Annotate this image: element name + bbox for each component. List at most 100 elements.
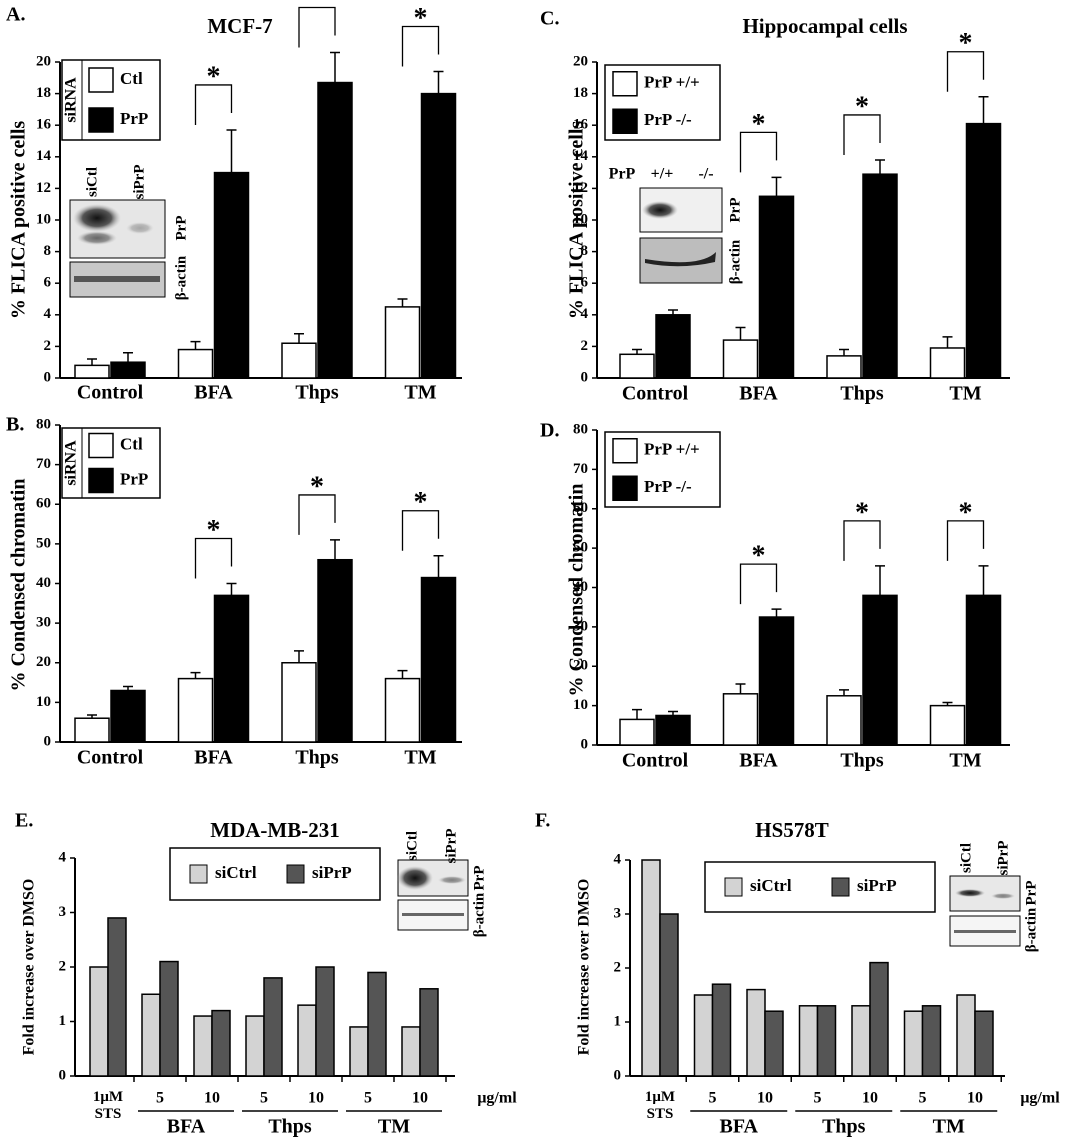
significance-mark: * — [752, 541, 766, 572]
bar — [420, 576, 457, 743]
bar — [177, 348, 214, 379]
y-tick-label: 2 — [581, 338, 589, 354]
error-bar — [771, 176, 782, 197]
bar — [74, 717, 110, 743]
y-axis-label: Fold increase over DMSO — [576, 879, 593, 1056]
inset-lane-label: siCtl — [958, 843, 974, 873]
legend-title: siRNA — [63, 77, 80, 123]
bar — [110, 689, 146, 743]
blot-e — [397, 859, 469, 931]
y-tick-label: 80 — [573, 421, 588, 437]
inset-band-label: β-actin — [471, 892, 487, 937]
blot-f — [949, 875, 1021, 947]
bar — [641, 859, 661, 1077]
inset-band-label: β-actin — [1023, 907, 1039, 952]
y-tick-label: 20 — [36, 654, 51, 670]
legend-swatch — [612, 438, 638, 464]
x-tick-label: 10 — [412, 1090, 428, 1107]
x-tick-label: 10 — [757, 1090, 773, 1107]
x-tick-label: BFA — [194, 382, 233, 404]
bar — [419, 988, 439, 1077]
y-axis-label: Fold increase over DMSO — [21, 879, 38, 1056]
significance-mark: * — [959, 28, 973, 59]
blot-a — [69, 199, 166, 298]
y-tick-label: 3 — [614, 905, 622, 921]
error-bar — [668, 309, 678, 315]
bar — [297, 1004, 317, 1077]
error-bar — [978, 565, 989, 596]
y-tick-label: 20 — [36, 53, 51, 69]
legend-label: siPrP — [312, 863, 352, 882]
y-tick-label: 70 — [573, 461, 588, 477]
bar — [317, 558, 353, 743]
error-bar — [190, 671, 201, 679]
x-tick-label: BFA — [739, 750, 778, 772]
x-tick-label: 5 — [919, 1090, 927, 1107]
error-bar — [632, 708, 642, 720]
x-tick-label: Control — [622, 750, 689, 772]
inset-header: PrP — [609, 166, 636, 183]
inset-lane-label: siCtl — [84, 167, 100, 197]
error-bar — [294, 333, 304, 344]
x-tick-label-box: 1μM STS — [645, 1089, 675, 1122]
bar — [89, 966, 109, 1077]
inset-lane-label: -/- — [698, 166, 713, 183]
bracket — [194, 84, 233, 125]
y-axis-label: % FLICA positive cells — [566, 121, 588, 320]
error-bar — [330, 51, 340, 83]
bar — [758, 616, 795, 746]
x-tick-label: 1μM STS — [92, 1089, 124, 1122]
x-tick-label: BFA — [194, 747, 233, 769]
chart-title: Hippocampal cells — [742, 14, 907, 38]
legend-label: PrP +/+ — [644, 73, 700, 92]
x-tick-label: 5 — [260, 1090, 268, 1107]
inset-band-label: PrP — [173, 216, 189, 241]
y-tick-label: 8 — [581, 243, 589, 259]
significance-mark: * — [414, 3, 428, 34]
error-bar — [123, 685, 133, 691]
y-tick-label: 40 — [36, 575, 51, 591]
bar — [758, 195, 795, 379]
panel-label: C. — [540, 8, 559, 30]
inset-lane-label: siPrP — [443, 829, 459, 864]
significance-mark: * — [310, 0, 324, 15]
panel-label: E. — [15, 810, 33, 832]
y-tick-label: 70 — [36, 456, 51, 472]
bar — [929, 704, 966, 746]
bar — [921, 1005, 942, 1077]
chart-title: MDA-MB-231 — [210, 818, 339, 842]
error-bar — [123, 351, 133, 363]
x-tick-label: 5 — [156, 1090, 164, 1107]
group-label: BFA — [719, 1116, 758, 1138]
legend-swatch — [831, 877, 850, 897]
bar — [317, 81, 353, 379]
bar — [110, 361, 146, 379]
x-tick-label: BFA — [739, 383, 778, 405]
bar — [315, 966, 335, 1077]
x-tick-label: Control — [77, 382, 144, 404]
bar — [211, 1009, 231, 1077]
y-tick-label: 4 — [581, 306, 589, 322]
panel-label: F. — [535, 810, 550, 832]
bar — [816, 1005, 837, 1077]
y-tick-label: 0 — [581, 369, 589, 385]
blot-c — [639, 187, 723, 284]
legend-swatch — [612, 71, 638, 97]
y-tick-label: 4 — [44, 306, 52, 322]
error-bar — [735, 683, 746, 694]
legend-swatch — [612, 108, 638, 134]
x-tick-label: Control — [622, 383, 689, 405]
bar — [263, 977, 283, 1077]
x-tick-label: Thps — [295, 382, 339, 404]
error-bar — [942, 336, 953, 348]
bracket — [843, 114, 881, 155]
inset-band-label: PrP — [471, 866, 487, 891]
x-tick-label: Control — [77, 747, 144, 769]
error-bar — [87, 714, 97, 719]
y-tick-label: 40 — [573, 579, 588, 595]
bar — [193, 1015, 213, 1077]
inset-lane-label: +/+ — [651, 166, 674, 183]
legend-label: PrP — [120, 109, 148, 128]
